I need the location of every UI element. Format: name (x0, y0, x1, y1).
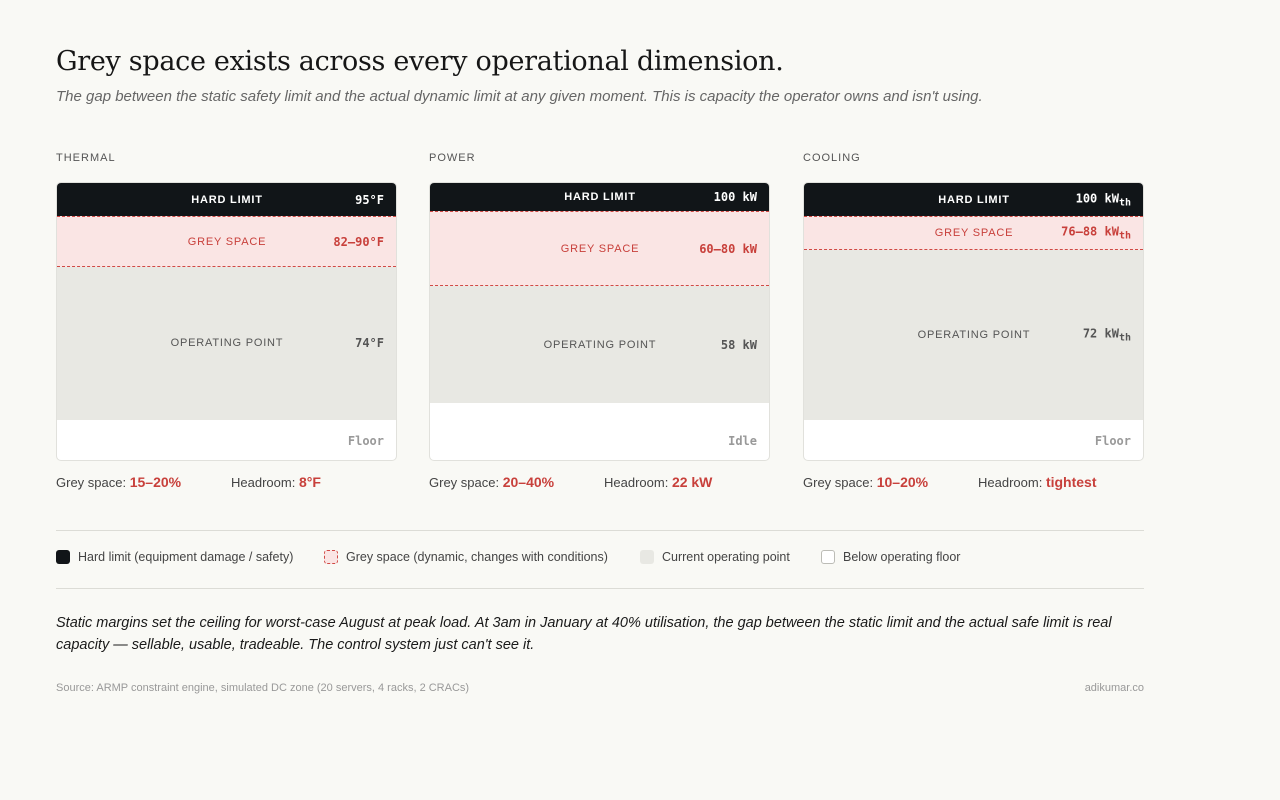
band-value-floor: Floor (347, 433, 384, 448)
band-hard: HARD LIMIT 95°F (57, 183, 396, 217)
panel-label-power: POWER (429, 152, 476, 164)
band-hard: HARD LIMIT 100 kWth (804, 183, 1143, 217)
stat-grey-space-label: Grey space: (429, 475, 500, 490)
band-label-hard: HARD LIMIT (938, 193, 1010, 206)
band-label-hard: HARD LIMIT (191, 193, 263, 206)
band-value-floor: Floor (1094, 433, 1131, 448)
band-value-floor: Idle (728, 433, 757, 448)
band-operating: OPERATING POINT 72 kWth (804, 249, 1143, 421)
stat-headroom-label: Headroom: (231, 475, 296, 490)
band-floor: Floor (804, 420, 1143, 460)
legend-swatch-operating-point (640, 550, 654, 564)
band-label-hard: HARD LIMIT (564, 190, 636, 203)
legend-item-operating-point: Current operating point (640, 550, 790, 564)
band-value-operating: 58 kW (721, 338, 757, 352)
figure-title: Grey space exists across every operation… (56, 46, 784, 77)
band-value-text: 95°F (355, 192, 384, 207)
band-operating: OPERATING POINT 74°F (57, 266, 396, 421)
stat-grey-space-cooling: Grey space: 10–20% (803, 474, 928, 490)
band-value-text: 100 kW (1075, 191, 1119, 206)
stat-grey-space-label: Grey space: (803, 475, 874, 490)
band-value-grey: 82–90°F (333, 235, 384, 249)
band-label-operating: OPERATING POINT (917, 329, 1031, 342)
band-grey: GREY SPACE 82–90°F (57, 216, 396, 267)
legend-item-floor: Below operating floor (821, 550, 960, 564)
stat-grey-space-value: 15–20% (129, 474, 182, 490)
stat-headroom-value: 8°F (298, 474, 321, 490)
band-grey: GREY SPACE 60–80 kW (430, 210, 769, 287)
band-value-grey: 76–88 kWth (1061, 225, 1131, 242)
stat-headroom-value: 22 kW (671, 474, 713, 490)
band-value-unit-subscript: th (1118, 197, 1131, 209)
credit-link[interactable]: adikumar.co (1084, 682, 1144, 694)
panel-label-cooling: COOLING (803, 152, 861, 164)
band-chart-power: HARD LIMIT 100 kW GREY SPACE 60–80 kW OPERAT… (429, 182, 770, 461)
band-floor: Floor (57, 420, 396, 460)
stat-headroom-cooling: Headroom: tightest (978, 474, 1097, 490)
band-value-text: 76–88 kW (1061, 224, 1119, 239)
figure-subtitle: The gap between the static safety limit … (56, 88, 983, 105)
band-value-hard: 100 kWth (1076, 191, 1131, 208)
band-label-grey: GREY SPACE (187, 235, 267, 248)
source-note: Source: ARMP constraint engine, simulate… (56, 682, 470, 694)
band-grey: GREY SPACE 76–88 kWth (804, 216, 1143, 250)
band-operating: OPERATING POINT 58 kW (430, 286, 769, 404)
band-value-text: 74°F (355, 336, 384, 351)
panel-cooling: COOLING HARD LIMIT 100 kWth GREY SPACE 76–8… (803, 152, 1144, 490)
band-value-hard: 100 kW (714, 190, 757, 204)
band-label-operating: OPERATING POINT (543, 338, 657, 351)
legend-label: Grey space (dynamic, changes with condit… (346, 550, 608, 564)
stat-grey-space-label: Grey space: (56, 475, 127, 490)
band-value-hard: 95°F (355, 193, 384, 207)
stat-grey-space-power: Grey space: 20–40% (429, 474, 554, 490)
band-hard: HARD LIMIT 100 kW (430, 183, 769, 211)
band-label-grey: GREY SPACE (560, 242, 640, 255)
legend-label: Below operating floor (843, 550, 961, 564)
legend-label: Hard limit (equipment damage / safety) (78, 550, 294, 564)
divider-bottom (56, 588, 1144, 589)
band-value-text: 58 kW (720, 337, 757, 352)
stat-headroom-power: Headroom: 22 kW (604, 474, 712, 490)
panel-power: POWER HARD LIMIT 100 kW GREY SPACE 60–80 kW… (429, 152, 770, 490)
legend-item-grey-space: Grey space (dynamic, changes with condit… (324, 550, 608, 564)
stat-headroom-thermal: Headroom: 8°F (231, 474, 321, 490)
panel-thermal: THERMAL HARD LIMIT 95°F GREY SPACE 82–90°F O… (56, 152, 397, 490)
stat-headroom-label: Headroom: (604, 475, 669, 490)
band-label-grey: GREY SPACE (934, 227, 1014, 240)
band-chart-thermal: HARD LIMIT 95°F GREY SPACE 82–90°F OPERATING… (56, 182, 397, 461)
band-floor: Idle (430, 403, 769, 460)
stat-headroom-value: tightest (1045, 474, 1097, 490)
legend-swatch-hard-limit (56, 550, 70, 564)
band-value-grey: 60–80 kW (699, 242, 757, 256)
band-value-text: 60–80 kW (699, 241, 757, 256)
band-value-unit-subscript: th (1118, 230, 1131, 242)
panel-label-thermal: THERMAL (56, 152, 116, 164)
stat-headroom-label: Headroom: (978, 475, 1043, 490)
legend-swatch-grey-space (324, 550, 338, 564)
band-value-text: 72 kW (1082, 326, 1119, 341)
legend-swatch-floor (821, 550, 835, 564)
legend-item-hard-limit: Hard limit (equipment damage / safety) (56, 550, 293, 564)
band-label-operating: OPERATING POINT (170, 337, 284, 350)
divider-top (56, 530, 1144, 531)
band-chart-cooling: HARD LIMIT 100 kWth GREY SPACE 76–88 kWth OP… (803, 182, 1144, 461)
explanatory-note: Static margins set the ceiling for worst… (56, 615, 1112, 653)
band-value-text: 100 kW (713, 189, 757, 204)
stat-grey-space-value: 10–20% (876, 474, 929, 490)
band-value-operating: 72 kWth (1083, 326, 1131, 343)
stat-grey-space-thermal: Grey space: 15–20% (56, 474, 181, 490)
band-value-unit-subscript: th (1118, 332, 1131, 344)
stat-grey-space-value: 20–40% (502, 474, 555, 490)
legend-label: Current operating point (662, 550, 790, 564)
band-value-operating: 74°F (355, 336, 384, 350)
band-value-text: 82–90°F (333, 234, 384, 249)
